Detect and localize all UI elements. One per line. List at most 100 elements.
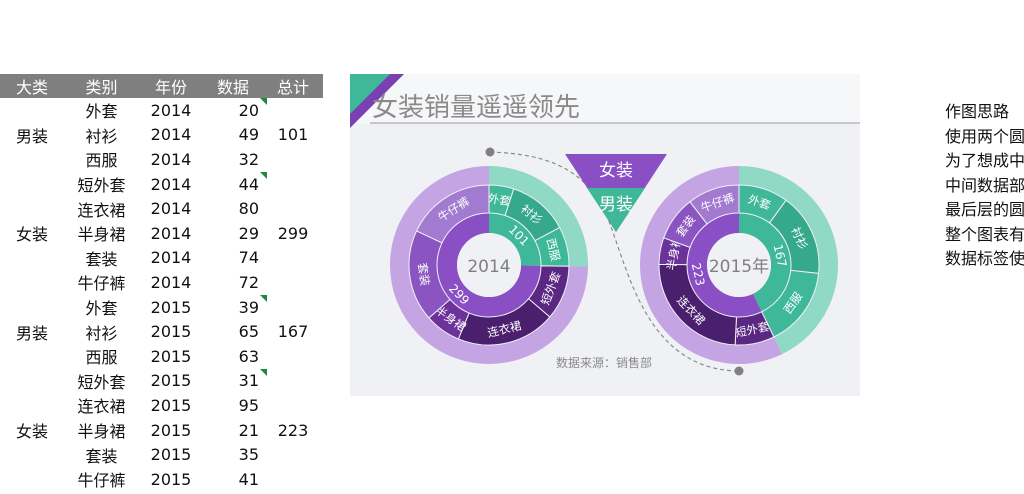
cell-group[interactable]: [0, 295, 64, 320]
cell-total[interactable]: 101: [263, 123, 323, 148]
cell-category[interactable]: 牛仔裤: [64, 467, 139, 492]
header-year[interactable]: 年份: [139, 74, 203, 98]
cell-category[interactable]: 套装: [64, 442, 139, 467]
cell-value-text: 31: [238, 371, 259, 391]
cell-group[interactable]: [0, 467, 64, 492]
cell-category[interactable]: 半身裙: [64, 418, 139, 443]
cell-group[interactable]: [0, 147, 64, 172]
cell-category[interactable]: 半身裙: [64, 221, 139, 246]
cell-group[interactable]: [0, 344, 64, 369]
cell-total[interactable]: 223: [263, 418, 323, 443]
cell-value[interactable]: 21: [203, 418, 263, 443]
cell-value[interactable]: 29: [203, 221, 263, 246]
center-hole: [457, 233, 521, 297]
header-category[interactable]: 类别: [64, 74, 139, 98]
cell-group[interactable]: [0, 98, 64, 123]
cell-category[interactable]: 衬衫: [64, 319, 139, 344]
cell-value[interactable]: 32: [203, 147, 263, 172]
cell-year[interactable]: 2014: [139, 123, 203, 148]
cell-group[interactable]: [0, 246, 64, 271]
cell-year[interactable]: 2015: [139, 295, 203, 320]
cell-total[interactable]: [263, 393, 323, 418]
chart-panel[interactable]: 女装销量遥遥领先 女装 男装 数据来源：销售部 外套 衬衫 西服 短外套 连衣裙 半身裙 套装 牛仔…: [350, 74, 860, 396]
cell-group[interactable]: 女装: [0, 221, 64, 246]
slice-牛仔裤[interactable]: [689, 184, 740, 225]
cell-group[interactable]: 男装: [0, 123, 64, 148]
cell-year[interactable]: 2015: [139, 344, 203, 369]
cell-year[interactable]: 2014: [139, 221, 203, 246]
cell-value[interactable]: 80: [203, 196, 263, 221]
cell-category[interactable]: 西服: [64, 147, 139, 172]
cell-year-text: 2014: [150, 223, 192, 243]
cell-value[interactable]: 65: [203, 319, 263, 344]
cell-year[interactable]: 2014: [139, 196, 203, 221]
cell-category[interactable]: 短外套: [64, 172, 139, 197]
notes-line: 作图思路: [945, 102, 1010, 121]
cell-value[interactable]: 49: [203, 123, 263, 148]
cell-value[interactable]: 39: [203, 294, 267, 320]
cell-category[interactable]: 套装: [64, 246, 139, 271]
cell-total[interactable]: [263, 369, 323, 394]
cell-total[interactable]: [263, 172, 323, 197]
cell-total[interactable]: [263, 295, 323, 320]
cell-value[interactable]: 72: [203, 270, 263, 295]
cell-group[interactable]: [0, 442, 64, 467]
cell-total[interactable]: [263, 147, 323, 172]
header-value[interactable]: 数据: [203, 74, 263, 98]
cell-group[interactable]: 男装: [0, 319, 64, 344]
group-ring-men[interactable]: [489, 213, 541, 266]
cell-group[interactable]: [0, 172, 64, 197]
header-total[interactable]: 总计: [263, 74, 323, 98]
cell-total[interactable]: 299: [263, 221, 323, 246]
cell-total[interactable]: [263, 344, 323, 369]
notes-line: 数据标签使: [945, 249, 1024, 268]
slice-牛仔裤[interactable]: [415, 184, 490, 244]
cell-year-text: 2015: [150, 395, 192, 415]
cell-total[interactable]: 167: [263, 319, 323, 344]
cell-group[interactable]: 女装: [0, 418, 64, 443]
cell-category[interactable]: 衬衫: [64, 123, 139, 148]
cell-total[interactable]: [263, 467, 323, 492]
cell-year[interactable]: 2015: [139, 393, 203, 418]
cell-category[interactable]: 外套: [64, 98, 139, 123]
cell-category[interactable]: 短外套: [64, 369, 139, 394]
cell-year[interactable]: 2014: [139, 147, 203, 172]
cell-total[interactable]: [263, 270, 323, 295]
cell-value[interactable]: 95: [203, 393, 263, 418]
cell-year[interactable]: 2015: [139, 418, 203, 443]
cell-group[interactable]: [0, 270, 64, 295]
cell-category[interactable]: 连衣裙: [64, 196, 139, 221]
cell-group[interactable]: [0, 196, 64, 221]
cell-total[interactable]: [263, 246, 323, 271]
cell-total[interactable]: [263, 442, 323, 467]
cell-value[interactable]: 44: [203, 171, 267, 197]
cell-value[interactable]: 31: [203, 368, 267, 394]
cell-value[interactable]: 35: [203, 442, 263, 467]
cell-year[interactable]: 2015: [139, 369, 203, 394]
cell-total[interactable]: [263, 98, 323, 123]
cell-year[interactable]: 2014: [139, 246, 203, 271]
cell-total[interactable]: [263, 196, 323, 221]
cell-year[interactable]: 2014: [139, 98, 203, 123]
table-body: 外套 2014 20 男装 衬衫 2014 49 101 西服 2014 32 短外套 2014 44 连衣…: [0, 98, 323, 492]
cell-category[interactable]: 外套: [64, 295, 139, 320]
cell-year[interactable]: 2014: [139, 270, 203, 295]
group-ring-men[interactable]: [739, 213, 791, 312]
cell-value[interactable]: 41: [203, 467, 263, 492]
cell-year[interactable]: 2015: [139, 319, 203, 344]
cell-value[interactable]: 20: [203, 98, 267, 123]
cell-category[interactable]: 西服: [64, 344, 139, 369]
cell-group[interactable]: [0, 393, 64, 418]
table-row: 女装 半身裙 2014 29 299: [0, 221, 323, 246]
cell-year[interactable]: 2015: [139, 442, 203, 467]
group-ring-women[interactable]: [687, 213, 762, 317]
cell-group[interactable]: [0, 369, 64, 394]
cell-year[interactable]: 2014: [139, 172, 203, 197]
group-ring-women[interactable]: [437, 213, 541, 317]
cell-category[interactable]: 连衣裙: [64, 393, 139, 418]
cell-year[interactable]: 2015: [139, 467, 203, 492]
cell-category[interactable]: 牛仔裤: [64, 270, 139, 295]
cell-value[interactable]: 63: [203, 344, 263, 369]
cell-value[interactable]: 74: [203, 246, 263, 271]
header-group[interactable]: 大类: [0, 74, 64, 98]
